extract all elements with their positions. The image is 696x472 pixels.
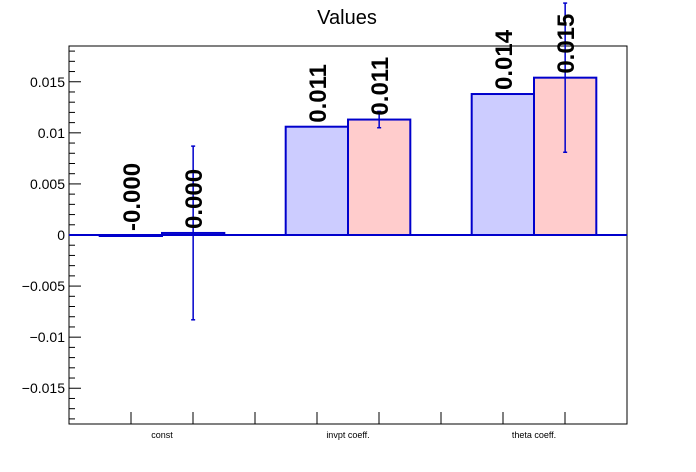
data-label: 0.011	[367, 57, 394, 116]
x-category-label: invpt coeff.	[326, 430, 369, 440]
x-category-label: const	[151, 430, 173, 440]
data-label: 0.000	[181, 169, 208, 229]
y-tick-label: −0.015	[22, 380, 65, 396]
chart-title: Values	[317, 7, 377, 29]
x-category-label: theta coeff.	[512, 430, 556, 440]
data-label: 0.011	[305, 64, 332, 123]
y-tick-label: 0	[57, 227, 65, 243]
bar	[347, 118, 412, 236]
data-label: 0.014	[491, 29, 518, 90]
bar	[470, 93, 536, 236]
plot-area: −0.015 −0.01 −0.005 0 0.005 0.01 0.015 const inv…	[22, 2, 628, 440]
y-tick-label: 0.015	[30, 74, 65, 90]
y-tick-label: −0.005	[22, 278, 65, 294]
data-label: 0.015	[553, 14, 580, 74]
y-tick-label: 0.01	[38, 125, 65, 141]
y-tick-label: −0.01	[30, 329, 66, 345]
data-label: -0.000	[119, 163, 146, 231]
y-tick-label: 0.005	[30, 176, 65, 192]
bar	[284, 125, 350, 236]
